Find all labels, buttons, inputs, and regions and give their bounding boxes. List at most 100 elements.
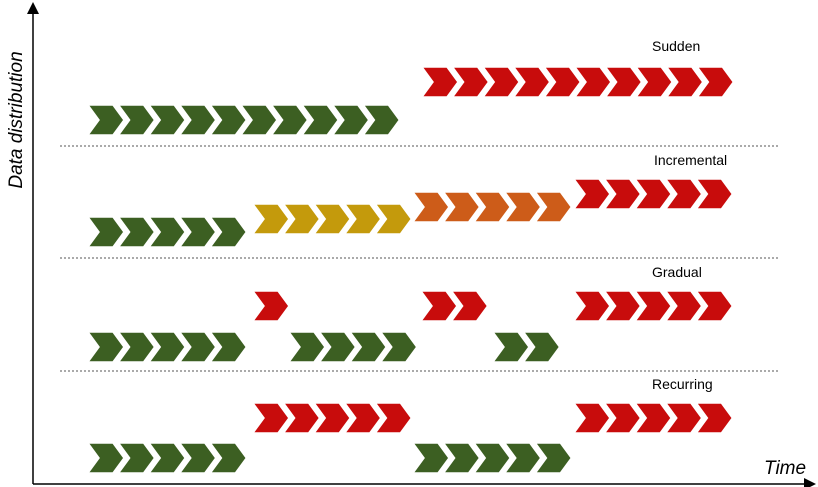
chevron-arrow <box>208 442 248 474</box>
chevron-arrow <box>86 331 125 363</box>
chevron-arrow <box>533 191 573 223</box>
chevron-arrow <box>491 331 530 363</box>
chevron-arrow <box>178 104 217 136</box>
chevron-arrow <box>572 178 611 210</box>
chevron-arrow <box>572 290 611 322</box>
chevron-arrow <box>86 216 125 248</box>
y-axis-label-wrap: Data distribution <box>4 40 30 200</box>
red-chevron-group <box>572 402 734 434</box>
chevron-arrow <box>603 290 642 322</box>
chevron-arrow <box>251 402 290 434</box>
chevron-arrow <box>86 442 125 474</box>
chevron-arrow <box>633 178 673 210</box>
chevron-arrow <box>633 402 673 434</box>
panel-incremental <box>86 178 734 248</box>
chevron-arrow <box>665 66 704 98</box>
chevron-arrow <box>117 442 156 474</box>
chevron-arrow <box>664 402 703 434</box>
green-chevron-group <box>86 216 248 248</box>
panel-sudden <box>86 66 735 136</box>
chevron-arrow <box>442 442 481 474</box>
chevron-arrow <box>695 66 735 98</box>
chevron-arrow <box>604 66 643 98</box>
red-chevron-group <box>420 66 735 98</box>
orange-chevron-group <box>411 191 573 223</box>
chevron-arrow <box>348 331 388 363</box>
chevron-arrow <box>239 104 278 136</box>
chevron-arrow <box>411 442 450 474</box>
yellow-chevron-group <box>251 203 413 235</box>
chevron-arrow <box>318 331 357 363</box>
chevron-arrow <box>270 104 309 136</box>
red-chevron-group <box>572 178 734 210</box>
chevron-arrow <box>117 104 156 136</box>
panel-gradual <box>86 290 734 363</box>
chevron-arrow <box>503 191 542 223</box>
chevron-arrow <box>300 104 340 136</box>
chevron-arrow <box>522 331 561 363</box>
green-chevron-group <box>86 442 248 474</box>
chevron-arrow <box>147 216 187 248</box>
chevron-arrow <box>208 331 248 363</box>
chevron-arrow <box>603 178 642 210</box>
chevron-arrow <box>373 203 413 235</box>
chevron-arrow <box>542 66 582 98</box>
chevron-arrow <box>251 290 290 322</box>
chevron-arrow <box>694 290 734 322</box>
chevron-arrow <box>178 331 217 363</box>
chevron-arrow <box>178 442 217 474</box>
chevron-arrow <box>147 331 187 363</box>
chevron-arrow <box>451 66 490 98</box>
chevron-arrow <box>450 290 489 322</box>
chevron-arrow <box>117 216 156 248</box>
chevron-arrow <box>481 66 521 98</box>
chevron-arrow <box>503 442 542 474</box>
chevron-arrow <box>533 442 573 474</box>
chevron-arrow <box>208 216 248 248</box>
chevron-arrow <box>312 203 352 235</box>
chevron-arrow <box>512 66 551 98</box>
chevron-arrow <box>282 203 321 235</box>
chevron-arrow <box>634 66 674 98</box>
panel-recurring <box>86 402 734 474</box>
chevron-arrow <box>373 402 413 434</box>
chevron-arrow <box>472 191 512 223</box>
x-axis-label: Time <box>764 458 807 479</box>
chevron-arrow <box>178 216 217 248</box>
chevron-arrow <box>694 402 734 434</box>
red-chevron-group <box>251 402 413 434</box>
chevron-arrow <box>664 178 703 210</box>
chevron-arrow <box>251 203 290 235</box>
red-chevron-group <box>419 290 489 322</box>
red-chevron-group <box>251 290 290 322</box>
chevron-arrow <box>411 191 450 223</box>
chevron-arrow <box>331 104 370 136</box>
chevron-arrow <box>603 402 642 434</box>
red-chevron-group <box>572 290 734 322</box>
chevron-arrow <box>573 66 612 98</box>
chevron-layer <box>86 66 735 474</box>
chevron-arrow <box>147 104 187 136</box>
chevron-arrow <box>282 402 321 434</box>
chevron-arrow <box>287 331 326 363</box>
chevron-arrow <box>208 104 248 136</box>
chevron-arrow <box>694 178 734 210</box>
chevron-arrow <box>664 290 703 322</box>
chevron-arrow <box>361 104 401 136</box>
green-chevron-group <box>86 104 401 136</box>
panel-label-gradual: Gradual <box>652 264 702 280</box>
chevron-arrow <box>442 191 481 223</box>
chevron-arrow <box>147 442 187 474</box>
green-chevron-group <box>287 331 418 363</box>
chevron-arrow <box>343 203 382 235</box>
chevron-arrow <box>572 402 611 434</box>
chevron-arrow <box>343 402 382 434</box>
panel-label-recurring: Recurring <box>652 376 713 392</box>
green-chevron-group <box>411 442 573 474</box>
chevron-arrow <box>419 290 458 322</box>
chevron-arrow <box>420 66 459 98</box>
chevron-arrow <box>472 442 512 474</box>
y-axis-label: Data distribution <box>6 51 27 189</box>
